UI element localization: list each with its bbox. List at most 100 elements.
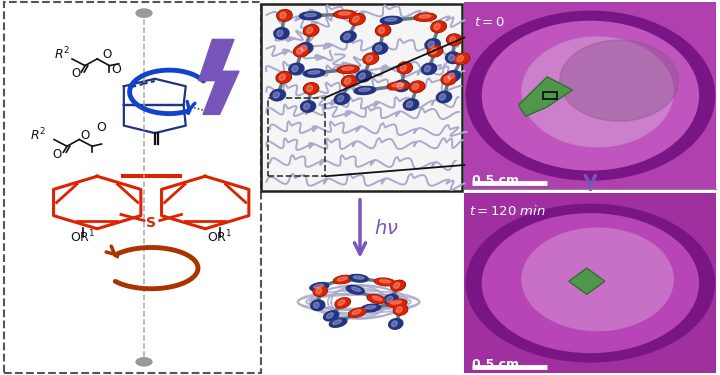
- Bar: [4, 2, 261, 373]
- Ellipse shape: [374, 278, 395, 286]
- Ellipse shape: [381, 17, 401, 24]
- Ellipse shape: [426, 39, 439, 50]
- Ellipse shape: [467, 11, 714, 180]
- Ellipse shape: [379, 27, 384, 33]
- Text: O: O: [96, 121, 106, 134]
- Bar: [464, 193, 716, 373]
- Ellipse shape: [434, 24, 440, 30]
- Ellipse shape: [439, 94, 446, 100]
- Ellipse shape: [397, 62, 413, 74]
- Ellipse shape: [395, 81, 408, 91]
- Ellipse shape: [329, 318, 347, 327]
- Ellipse shape: [294, 46, 308, 56]
- Ellipse shape: [392, 321, 397, 327]
- Ellipse shape: [482, 21, 698, 170]
- Ellipse shape: [359, 88, 370, 92]
- Ellipse shape: [303, 25, 319, 36]
- Ellipse shape: [350, 14, 364, 25]
- Text: $R^2$: $R^2$: [54, 46, 70, 63]
- Polygon shape: [199, 39, 239, 114]
- Ellipse shape: [279, 74, 285, 80]
- Ellipse shape: [394, 283, 400, 288]
- Ellipse shape: [348, 308, 366, 317]
- Ellipse shape: [413, 84, 418, 90]
- Ellipse shape: [270, 89, 286, 101]
- Text: ···: ···: [209, 105, 217, 114]
- Ellipse shape: [354, 86, 376, 94]
- Ellipse shape: [349, 275, 367, 282]
- Text: $t = 120$ min: $t = 120$ min: [469, 204, 546, 218]
- Ellipse shape: [366, 56, 372, 62]
- Ellipse shape: [337, 65, 359, 74]
- Ellipse shape: [362, 304, 380, 312]
- Ellipse shape: [446, 53, 460, 63]
- Ellipse shape: [445, 70, 461, 82]
- Ellipse shape: [305, 83, 318, 94]
- Ellipse shape: [376, 25, 391, 36]
- Text: O: O: [72, 68, 81, 80]
- Ellipse shape: [333, 320, 341, 324]
- Ellipse shape: [376, 45, 382, 51]
- Ellipse shape: [392, 281, 405, 290]
- Ellipse shape: [338, 66, 358, 73]
- Text: $R^2$: $R^2$: [30, 127, 46, 143]
- Ellipse shape: [419, 15, 431, 18]
- Ellipse shape: [334, 10, 356, 18]
- Ellipse shape: [305, 69, 324, 77]
- Ellipse shape: [310, 282, 329, 291]
- Ellipse shape: [343, 33, 350, 40]
- Ellipse shape: [349, 14, 365, 25]
- Ellipse shape: [482, 214, 698, 352]
- Ellipse shape: [336, 298, 350, 307]
- Ellipse shape: [334, 276, 352, 284]
- Ellipse shape: [446, 71, 460, 81]
- Ellipse shape: [392, 83, 404, 87]
- Ellipse shape: [314, 286, 326, 296]
- Ellipse shape: [323, 311, 339, 321]
- Ellipse shape: [397, 82, 403, 89]
- Ellipse shape: [442, 74, 456, 84]
- Ellipse shape: [454, 53, 469, 64]
- Ellipse shape: [313, 286, 327, 296]
- Ellipse shape: [403, 99, 419, 110]
- Ellipse shape: [271, 90, 284, 101]
- Ellipse shape: [414, 13, 436, 21]
- Ellipse shape: [354, 276, 364, 279]
- Ellipse shape: [304, 83, 319, 94]
- Ellipse shape: [316, 288, 322, 294]
- Ellipse shape: [278, 10, 292, 21]
- Ellipse shape: [364, 54, 378, 64]
- Ellipse shape: [377, 25, 390, 36]
- Ellipse shape: [388, 82, 408, 90]
- Ellipse shape: [313, 302, 319, 308]
- Ellipse shape: [314, 284, 324, 288]
- Ellipse shape: [384, 295, 397, 304]
- Ellipse shape: [297, 48, 303, 54]
- Ellipse shape: [326, 313, 333, 318]
- Ellipse shape: [273, 92, 279, 98]
- Ellipse shape: [280, 12, 286, 18]
- Text: $h\nu$: $h\nu$: [374, 219, 399, 238]
- Ellipse shape: [274, 28, 289, 39]
- Ellipse shape: [387, 82, 409, 90]
- Ellipse shape: [342, 67, 354, 70]
- Ellipse shape: [333, 275, 353, 284]
- Ellipse shape: [289, 64, 303, 74]
- Ellipse shape: [560, 40, 679, 121]
- Ellipse shape: [356, 71, 371, 81]
- Text: OR$^1$: OR$^1$: [207, 228, 233, 245]
- Ellipse shape: [436, 91, 451, 103]
- Ellipse shape: [359, 73, 365, 79]
- Ellipse shape: [428, 41, 434, 48]
- Text: O: O: [81, 129, 89, 142]
- Ellipse shape: [311, 300, 325, 310]
- Ellipse shape: [409, 81, 425, 93]
- Ellipse shape: [398, 63, 412, 73]
- Ellipse shape: [444, 76, 451, 82]
- Ellipse shape: [410, 81, 424, 92]
- Ellipse shape: [300, 45, 307, 51]
- Text: O: O: [112, 63, 122, 76]
- Ellipse shape: [274, 28, 288, 39]
- Ellipse shape: [365, 306, 376, 309]
- Circle shape: [136, 9, 152, 17]
